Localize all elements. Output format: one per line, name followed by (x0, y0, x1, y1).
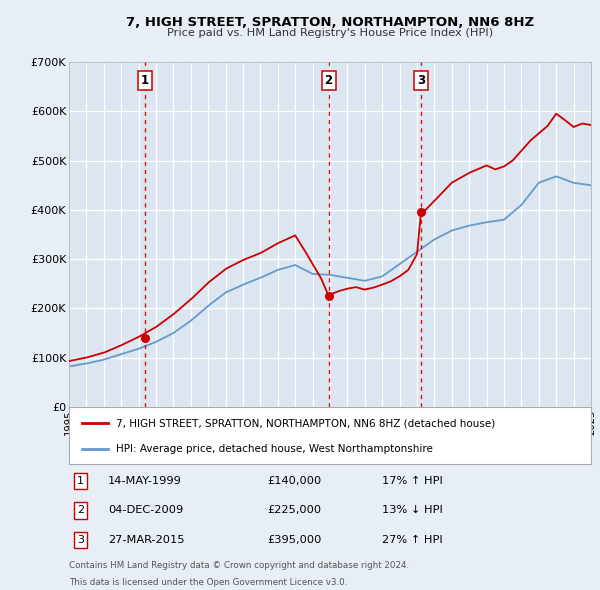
Text: £140,000: £140,000 (268, 476, 322, 486)
Text: 27-MAR-2015: 27-MAR-2015 (108, 535, 185, 545)
Text: 7, HIGH STREET, SPRATTON, NORTHAMPTON, NN6 8HZ (detached house): 7, HIGH STREET, SPRATTON, NORTHAMPTON, N… (116, 418, 495, 428)
Text: 1: 1 (141, 74, 149, 87)
Text: 04-DEC-2009: 04-DEC-2009 (108, 506, 184, 516)
Text: 17% ↑ HPI: 17% ↑ HPI (382, 476, 443, 486)
Text: Contains HM Land Registry data © Crown copyright and database right 2024.: Contains HM Land Registry data © Crown c… (69, 561, 409, 570)
Text: 14-MAY-1999: 14-MAY-1999 (108, 476, 182, 486)
Text: 7, HIGH STREET, SPRATTON, NORTHAMPTON, NN6 8HZ: 7, HIGH STREET, SPRATTON, NORTHAMPTON, N… (126, 16, 534, 29)
Text: HPI: Average price, detached house, West Northamptonshire: HPI: Average price, detached house, West… (116, 444, 433, 454)
Text: 2: 2 (77, 506, 84, 516)
Text: £225,000: £225,000 (268, 506, 322, 516)
Text: 27% ↑ HPI: 27% ↑ HPI (382, 535, 443, 545)
Text: 2: 2 (325, 74, 332, 87)
Text: 3: 3 (417, 74, 425, 87)
Text: 1: 1 (77, 476, 84, 486)
Text: £395,000: £395,000 (268, 535, 322, 545)
Text: This data is licensed under the Open Government Licence v3.0.: This data is licensed under the Open Gov… (69, 578, 347, 587)
Text: 13% ↓ HPI: 13% ↓ HPI (382, 506, 443, 516)
Text: Price paid vs. HM Land Registry's House Price Index (HPI): Price paid vs. HM Land Registry's House … (167, 28, 493, 38)
Text: 3: 3 (77, 535, 84, 545)
